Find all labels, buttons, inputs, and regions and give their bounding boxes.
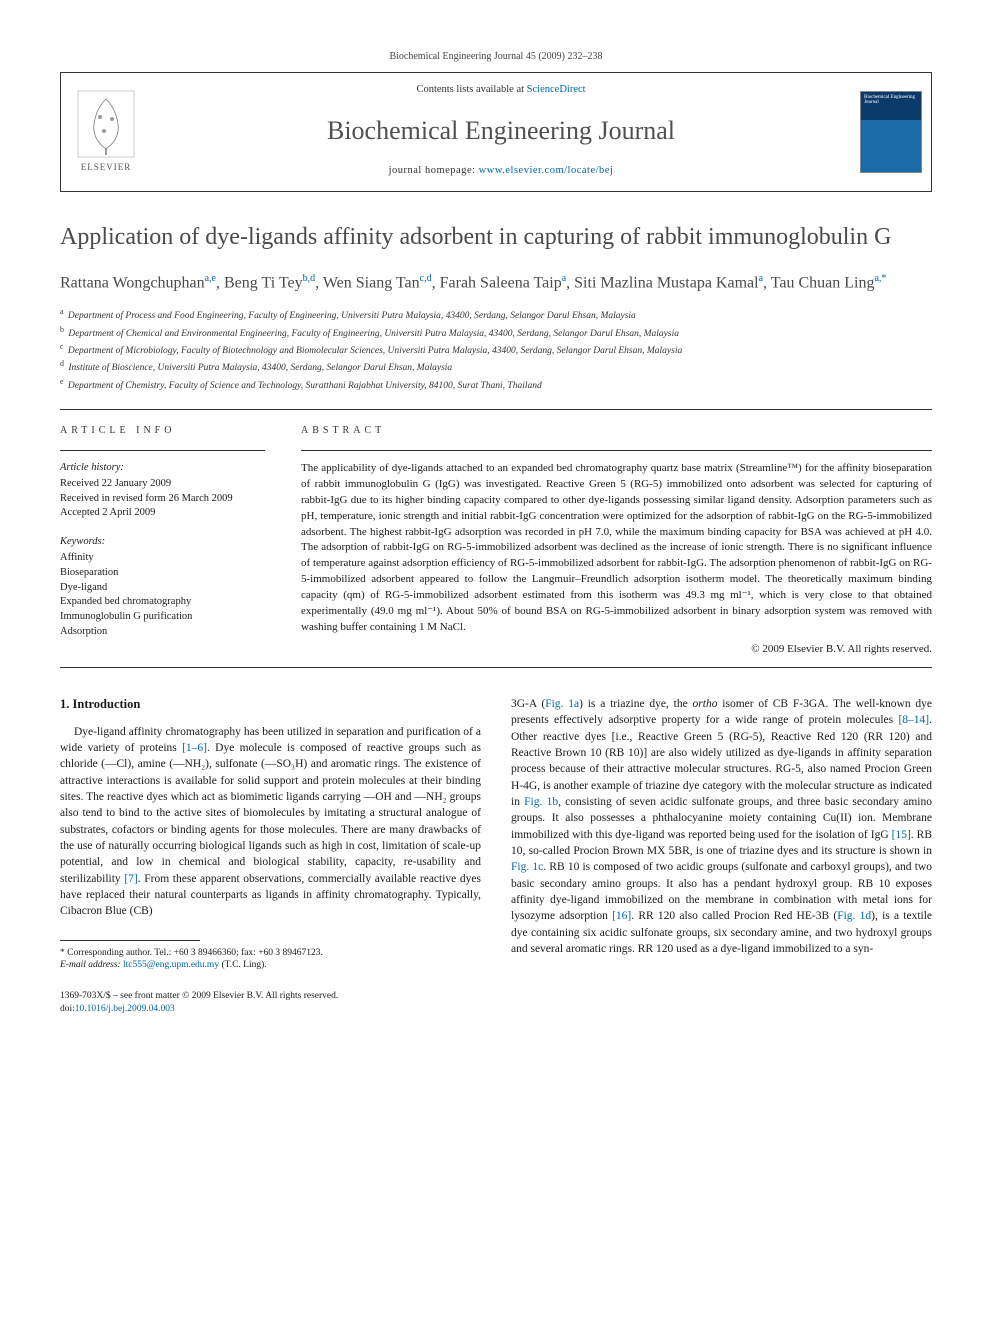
elsevier-tree-icon [76,89,136,159]
article-title: Application of dye-ligands affinity adso… [60,222,932,252]
doi-label: doi: [60,1004,75,1014]
corresponding-author-footnote: * Corresponding author. Tel.: +60 3 8946… [60,947,481,973]
running-header: Biochemical Engineering Journal 45 (2009… [60,50,932,64]
ref-link[interactable]: [7] [124,873,137,885]
affiliation-line: c Department of Microbiology, Faculty of… [60,341,932,358]
abstract-column: ABSTRACT The applicability of dye-ligand… [301,424,932,657]
homepage-link[interactable]: www.elsevier.com/locate/bej [479,165,614,176]
keywords-label: Keywords: [60,535,265,549]
footer-block: 1369-703X/$ – see front matter © 2009 El… [60,990,481,1016]
issn-line: 1369-703X/$ – see front matter © 2009 El… [60,990,481,1003]
ref-link[interactable]: [16] [612,910,631,922]
affiliation-line: d Institute of Bioscience, Universiti Pu… [60,358,932,375]
figure-link[interactable]: Fig. 1d [837,910,871,922]
history-line: Received in revised form 26 March 2009 [60,492,265,507]
intro-paragraph-left: Dye-ligand affinity chromatography has b… [60,724,481,920]
intro-paragraph-right: 3G-A (Fig. 1a) is a triazine dye, the or… [511,696,932,957]
keyword: Adsorption [60,625,265,640]
figure-link[interactable]: Fig. 1c [511,861,543,873]
copyright-line: © 2009 Elsevier B.V. All rights reserved… [301,642,932,657]
journal-header-box: ELSEVIER Contents lists available at Sci… [60,72,932,192]
history-line: Accepted 2 April 2009 [60,506,265,521]
elsevier-label: ELSEVIER [81,161,132,173]
divider-bottom [60,667,932,668]
author-list: Rattana Wongchuphana,e, Beng Ti Teyb,d, … [60,272,932,295]
history-line: Received 22 January 2009 [60,477,265,492]
cover-title: Biochemical Engineering Journal [861,92,921,109]
affiliation-line: b Department of Chemical and Environment… [60,324,932,341]
affiliations: a Department of Process and Food Enginee… [60,306,932,393]
keyword: Immunoglobulin G purification [60,610,265,625]
elsevier-logo: ELSEVIER [61,73,151,191]
article-meta-row: ARTICLE INFO Article history: Received 2… [60,424,932,657]
doi-line: doi:10.1016/j.bej.2009.04.003 [60,1003,481,1016]
corresponding-email-link[interactable]: ltc555@eng.upm.edu.my [123,960,219,970]
keyword: Affinity [60,551,265,566]
figure-link[interactable]: Fig. 1a [545,698,579,710]
body-two-column: 1. Introduction Dye-ligand affinity chro… [60,696,932,1016]
ref-link[interactable]: [1–6] [182,742,207,754]
sciencedirect-link[interactable]: ScienceDirect [527,84,586,95]
article-info-label: ARTICLE INFO [60,424,265,438]
keyword: Expanded bed chromatography [60,595,265,610]
divider-top [60,409,932,410]
footnote-line-1: * Corresponding author. Tel.: +60 3 8946… [60,947,481,960]
abstract-text: The applicability of dye-ligands attache… [301,461,932,636]
keyword: Dye-ligand [60,581,265,596]
footnote-email-suffix: (T.C. Ling). [219,960,267,970]
doi-link[interactable]: 10.1016/j.bej.2009.04.003 [75,1004,175,1014]
footnote-separator [60,940,200,941]
affiliation-line: a Department of Process and Food Enginee… [60,306,932,323]
header-center: Contents lists available at ScienceDirec… [151,73,851,191]
column-left: 1. Introduction Dye-ligand affinity chro… [60,696,481,1016]
footnote-email-label: E-mail address: [60,960,123,970]
homepage-line: journal homepage: www.elsevier.com/locat… [389,164,614,178]
figure-link[interactable]: Fig. 1b [524,796,558,808]
ref-link[interactable]: [8–14] [898,714,929,726]
journal-name: Biochemical Engineering Journal [327,113,675,148]
history-label: Article history: [60,461,265,475]
keyword: Bioseparation [60,566,265,581]
column-right: 3G-A (Fig. 1a) is a triazine dye, the or… [511,696,932,1016]
affiliation-line: e Department of Chemistry, Faculty of Sc… [60,376,932,393]
ref-link[interactable]: [15] [892,829,911,841]
section-heading-1: 1. Introduction [60,696,481,714]
info-divider [60,450,265,451]
article-info-column: ARTICLE INFO Article history: Received 2… [60,424,265,657]
journal-cover-thumbnail: Biochemical Engineering Journal [851,73,931,191]
contents-label: Contents lists available at [416,84,526,95]
homepage-label: journal homepage: [389,165,479,176]
footnote-line-2: E-mail address: ltc555@eng.upm.edu.my (T… [60,959,481,972]
contents-lists-line: Contents lists available at ScienceDirec… [416,83,585,97]
abstract-divider [301,450,932,451]
abstract-label: ABSTRACT [301,424,932,438]
